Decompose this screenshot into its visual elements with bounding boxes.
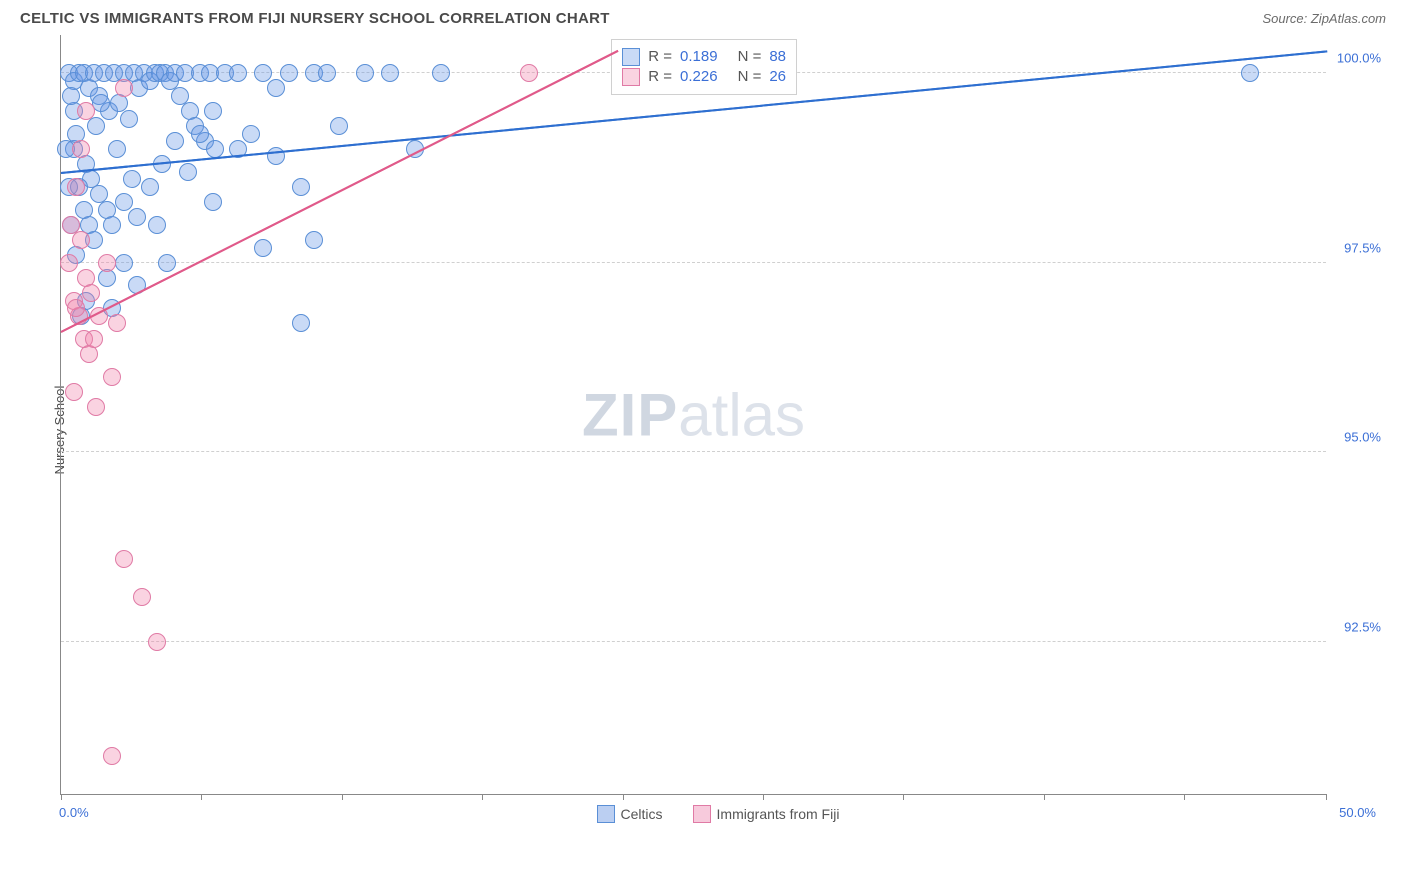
- data-point: [115, 254, 133, 272]
- data-point: [242, 125, 260, 143]
- source-label: Source: ZipAtlas.com: [1262, 11, 1386, 26]
- data-point: [381, 64, 399, 82]
- stat-n-label: N =: [738, 48, 762, 65]
- x-tick: [1326, 794, 1327, 800]
- stats-row: R = 0.189 N = 88: [622, 48, 786, 66]
- x-tick: [763, 794, 764, 800]
- header: CELTIC VS IMMIGRANTS FROM FIJI NURSERY S…: [0, 0, 1406, 35]
- data-point: [1241, 64, 1259, 82]
- gridline: [61, 641, 1326, 642]
- data-point: [87, 398, 105, 416]
- stat-n-label: N =: [738, 68, 762, 85]
- data-point: [67, 178, 85, 196]
- y-tick-label: 95.0%: [1344, 430, 1381, 445]
- data-point: [158, 254, 176, 272]
- data-point: [229, 64, 247, 82]
- data-point: [520, 64, 538, 82]
- data-point: [292, 314, 310, 332]
- data-point: [432, 64, 450, 82]
- chart-area: Nursery School ZIPatlas 92.5%95.0%97.5%1…: [50, 35, 1386, 825]
- data-point: [166, 132, 184, 150]
- stat-n-value: 26: [769, 68, 786, 85]
- data-point: [318, 64, 336, 82]
- watermark: ZIPatlas: [582, 380, 805, 449]
- data-point: [67, 299, 85, 317]
- data-point: [191, 125, 209, 143]
- data-point: [204, 193, 222, 211]
- x-tick: [1184, 794, 1185, 800]
- stats-box: R = 0.189 N = 88 R = 0.226 N = 26: [611, 39, 797, 95]
- y-tick-label: 100.0%: [1337, 50, 1381, 65]
- x-tick: [903, 794, 904, 800]
- data-point: [108, 314, 126, 332]
- data-point: [98, 254, 116, 272]
- data-point: [77, 102, 95, 120]
- stats-row: R = 0.226 N = 26: [622, 68, 786, 86]
- data-point: [267, 79, 285, 97]
- data-point: [115, 193, 133, 211]
- data-point: [60, 254, 78, 272]
- data-point: [133, 588, 151, 606]
- data-point: [254, 239, 272, 257]
- data-point: [148, 216, 166, 234]
- legend-item: Immigrants from Fiji: [693, 805, 840, 823]
- data-point: [72, 231, 90, 249]
- x-tick: [201, 794, 202, 800]
- y-tick-label: 92.5%: [1344, 620, 1381, 635]
- data-point: [280, 64, 298, 82]
- data-point: [103, 368, 121, 386]
- data-point: [254, 64, 272, 82]
- legend-label: Celtics: [621, 806, 663, 822]
- data-point: [65, 383, 83, 401]
- chart-title: CELTIC VS IMMIGRANTS FROM FIJI NURSERY S…: [20, 10, 610, 27]
- series-swatch: [622, 48, 640, 66]
- data-point: [356, 64, 374, 82]
- legend-item: Celtics: [597, 805, 663, 823]
- data-point: [179, 163, 197, 181]
- x-tick: [342, 794, 343, 800]
- data-point: [206, 140, 224, 158]
- data-point: [141, 178, 159, 196]
- data-point: [62, 87, 80, 105]
- stat-n-value: 88: [769, 48, 786, 65]
- data-point: [82, 284, 100, 302]
- watermark-zip: ZIP: [582, 381, 678, 448]
- data-point: [115, 550, 133, 568]
- plot-region: ZIPatlas 92.5%95.0%97.5%100.0%0.0%50.0%R…: [60, 35, 1326, 795]
- legend: Celtics Immigrants from Fiji: [50, 805, 1386, 823]
- stat-r-label: R =: [648, 48, 672, 65]
- x-tick: [1044, 794, 1045, 800]
- data-point: [108, 140, 126, 158]
- data-point: [103, 747, 121, 765]
- data-point: [292, 178, 310, 196]
- legend-swatch: [597, 805, 615, 823]
- x-tick: [623, 794, 624, 800]
- data-point: [305, 231, 323, 249]
- data-point: [330, 117, 348, 135]
- x-tick: [482, 794, 483, 800]
- x-tick: [61, 794, 62, 800]
- data-point: [87, 117, 105, 135]
- data-point: [123, 170, 141, 188]
- data-point: [103, 216, 121, 234]
- gridline: [61, 451, 1326, 452]
- data-point: [128, 208, 146, 226]
- stat-r-value: 0.226: [680, 68, 718, 85]
- data-point: [85, 330, 103, 348]
- legend-label: Immigrants from Fiji: [717, 806, 840, 822]
- watermark-atlas: atlas: [678, 381, 805, 448]
- data-point: [204, 102, 222, 120]
- data-point: [120, 110, 138, 128]
- stat-r-label: R =: [648, 68, 672, 85]
- data-point: [148, 633, 166, 651]
- series-swatch: [622, 68, 640, 86]
- data-point: [115, 79, 133, 97]
- data-point: [72, 140, 90, 158]
- y-tick-label: 97.5%: [1344, 240, 1381, 255]
- gridline: [61, 262, 1326, 263]
- legend-swatch: [693, 805, 711, 823]
- stat-r-value: 0.189: [680, 48, 718, 65]
